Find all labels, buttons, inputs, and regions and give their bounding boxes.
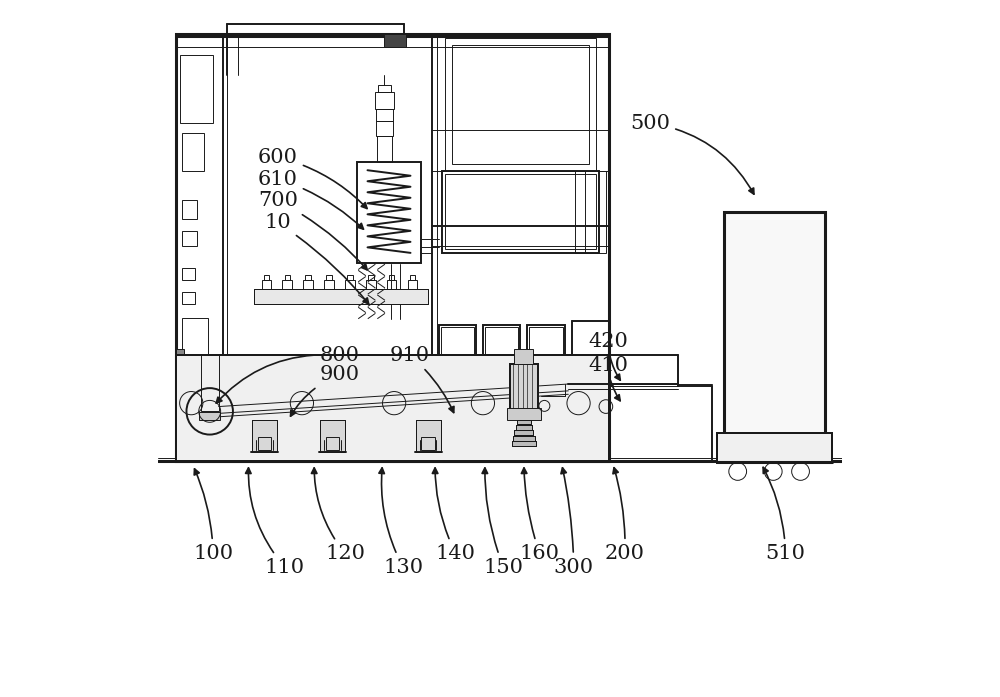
Bar xyxy=(182,199,197,219)
Bar xyxy=(285,275,290,280)
Bar xyxy=(254,289,428,304)
Bar xyxy=(717,434,832,464)
Bar xyxy=(368,275,374,280)
Bar xyxy=(377,136,392,162)
Bar xyxy=(182,231,197,246)
Bar xyxy=(182,268,195,280)
Bar xyxy=(513,436,535,441)
Bar xyxy=(452,45,589,164)
Bar xyxy=(516,425,532,430)
Bar xyxy=(717,434,832,464)
Bar xyxy=(410,275,415,280)
Text: 200: 200 xyxy=(605,468,645,563)
Text: 130: 130 xyxy=(379,468,423,576)
Text: 800: 800 xyxy=(216,346,359,403)
Text: 900: 900 xyxy=(291,365,360,416)
Bar xyxy=(421,437,435,450)
Bar xyxy=(514,348,533,364)
Bar xyxy=(182,372,208,413)
Text: 110: 110 xyxy=(246,468,305,576)
Bar xyxy=(252,420,277,452)
Bar xyxy=(514,431,533,435)
Bar xyxy=(176,379,184,397)
Text: 100: 100 xyxy=(193,469,233,563)
Bar xyxy=(442,171,599,253)
Text: 910: 910 xyxy=(390,346,454,413)
Text: 610: 610 xyxy=(258,169,363,229)
Bar xyxy=(201,355,219,411)
Text: 140: 140 xyxy=(432,468,476,563)
Text: 420: 420 xyxy=(588,332,628,381)
Bar xyxy=(176,348,184,376)
Bar xyxy=(182,292,195,304)
Bar xyxy=(258,437,271,450)
Bar xyxy=(507,408,541,420)
Bar xyxy=(516,425,532,430)
Bar xyxy=(441,327,474,377)
Text: 410: 410 xyxy=(588,356,628,401)
Text: 160: 160 xyxy=(520,468,560,563)
Bar xyxy=(445,38,596,171)
Bar xyxy=(376,121,393,136)
Bar xyxy=(180,55,213,123)
Bar xyxy=(408,280,417,289)
Bar xyxy=(282,280,292,289)
Bar xyxy=(517,420,531,424)
Bar xyxy=(357,162,421,263)
Text: 500: 500 xyxy=(630,114,754,194)
Text: 510: 510 xyxy=(763,468,806,563)
Bar xyxy=(483,325,520,379)
Bar xyxy=(527,325,565,379)
Bar xyxy=(485,327,518,377)
Bar xyxy=(416,420,441,452)
Bar xyxy=(254,289,428,304)
Bar xyxy=(510,364,538,410)
Bar xyxy=(575,171,606,253)
Bar xyxy=(384,34,406,47)
Bar xyxy=(512,441,536,446)
Text: 300: 300 xyxy=(554,468,594,576)
Bar xyxy=(324,280,334,289)
Bar xyxy=(303,280,313,289)
Bar xyxy=(262,280,271,289)
Bar xyxy=(512,441,536,446)
Bar xyxy=(176,355,609,461)
Bar xyxy=(252,420,277,452)
Bar xyxy=(326,275,332,280)
Text: 600: 600 xyxy=(258,148,367,208)
Bar xyxy=(445,174,596,250)
Bar xyxy=(387,280,396,289)
Bar xyxy=(416,420,441,452)
Bar xyxy=(305,275,311,280)
Bar xyxy=(326,437,339,450)
Bar xyxy=(378,85,391,92)
Text: 120: 120 xyxy=(311,468,365,563)
Bar xyxy=(320,420,345,452)
Bar xyxy=(182,318,208,362)
Text: 10: 10 xyxy=(265,213,369,304)
Bar xyxy=(320,420,345,452)
Text: 700: 700 xyxy=(258,192,367,270)
Bar xyxy=(376,109,393,121)
Bar xyxy=(724,212,825,434)
Bar xyxy=(510,364,538,410)
Bar xyxy=(389,275,394,280)
Bar xyxy=(176,355,609,461)
Bar xyxy=(529,327,563,377)
Bar xyxy=(517,420,531,424)
Bar xyxy=(345,280,355,289)
Bar xyxy=(176,34,609,461)
Text: 150: 150 xyxy=(482,468,523,576)
Bar xyxy=(182,133,204,171)
Bar xyxy=(347,275,353,280)
Bar xyxy=(439,325,476,379)
Bar xyxy=(375,92,394,109)
Bar xyxy=(513,436,535,441)
Bar xyxy=(366,280,376,289)
Bar xyxy=(199,412,220,420)
Bar xyxy=(514,431,533,435)
Bar xyxy=(264,275,269,280)
